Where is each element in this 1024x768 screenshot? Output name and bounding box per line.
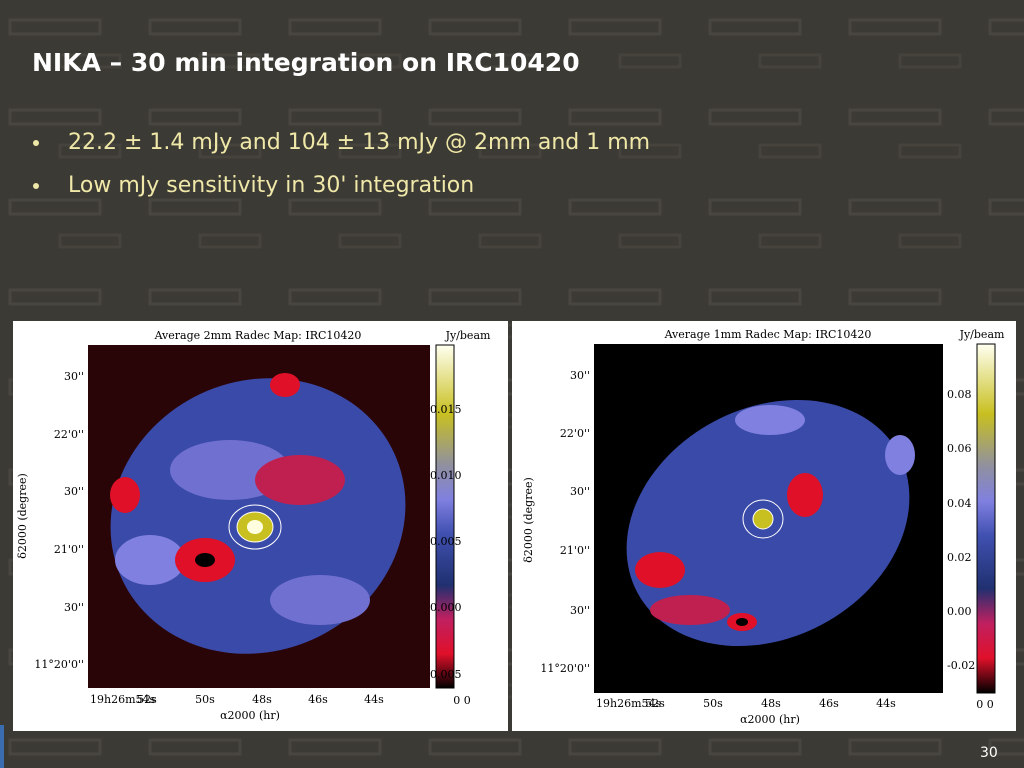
x-tick-label: 46s (819, 697, 839, 710)
y-tick-label: 22'0'' (560, 427, 590, 440)
colorbar-tick-label: 0.010 (430, 469, 462, 482)
y-tick-label: 21'0'' (54, 543, 84, 556)
colorbar-tick-label: 0.08 (947, 388, 972, 401)
colorbar-tick-label: 0.00 (947, 605, 972, 618)
y-tick-label: 30'' (570, 485, 590, 498)
x-tick-label: 50s (195, 693, 215, 706)
y-tick-label: 30'' (570, 369, 590, 382)
y-tick-label: 11°20'0'' (540, 662, 590, 675)
y-tick-label: 30'' (64, 485, 84, 498)
x-tick-label: 44s (364, 693, 384, 706)
x-tick-label: 19h26m54s (596, 697, 662, 710)
figure-title: Average 2mm Radec Map: IRC10420 (154, 329, 362, 342)
colorbar-tick-label: 0.02 (947, 551, 972, 564)
slide-title: NIKA – 30 min integration on IRC10420 (32, 48, 580, 77)
x-tick-label: 50s (703, 697, 723, 710)
map-image (110, 373, 406, 654)
bullet-dot (33, 183, 39, 189)
colorbar-foot: 0 0 (976, 698, 994, 711)
colorbar-tick-label: -0.02 (947, 659, 975, 672)
y-tick-label: 30'' (64, 601, 84, 614)
colorbar-tick-label: 0.04 (947, 497, 972, 510)
x-tick-label: 48s (252, 693, 272, 706)
y-axis-label: δ2000 (degree) (16, 473, 29, 559)
colorbar-tick-label: 0.005 (430, 535, 462, 548)
y-tick-label: 21'0'' (560, 544, 590, 557)
colorbar-label: Jy/beam (445, 329, 491, 342)
x-tick-label: 44s (876, 697, 896, 710)
colorbar (435, 344, 455, 689)
y-tick-label: 11°20'0'' (34, 658, 84, 671)
x-axis-label: α2000 (hr) (740, 713, 800, 726)
page-number: 30 (980, 745, 998, 761)
x-tick-label: 48s (761, 697, 781, 710)
colorbar-tick-label: 0.005 (430, 668, 462, 681)
colorbar-foot: 0 0 (453, 694, 471, 707)
colorbar-tick-label: 0.015 (430, 403, 462, 416)
y-tick-label: 30'' (64, 370, 84, 383)
map-image (626, 399, 915, 647)
x-tick-label: 46s (308, 693, 328, 706)
x-tick-label: 52s (137, 693, 157, 706)
colorbar (976, 343, 996, 694)
bullet-dot (33, 140, 39, 146)
colorbar-tick-label: 0.000 (430, 601, 462, 614)
colorbar-label: Jy/beam (959, 328, 1005, 341)
x-axis-label: α2000 (hr) (220, 709, 280, 722)
x-tick-label: 19h26m54s (90, 693, 156, 706)
y-axis-label: δ2000 (degree) (522, 477, 535, 563)
edge-strip (0, 725, 4, 768)
y-tick-label: 30'' (570, 604, 590, 617)
figure-title: Average 1mm Radec Map: IRC10420 (664, 328, 872, 341)
bullet-text: 22.2 ± 1.4 mJy and 104 ± 13 mJy @ 2mm an… (68, 130, 650, 155)
bullet-text: Low mJy sensitivity in 30' integration (68, 173, 474, 198)
colorbar-tick-label: 0.06 (947, 442, 972, 455)
y-tick-label: 22'0'' (54, 428, 84, 441)
x-tick-label: 52s (645, 697, 665, 710)
